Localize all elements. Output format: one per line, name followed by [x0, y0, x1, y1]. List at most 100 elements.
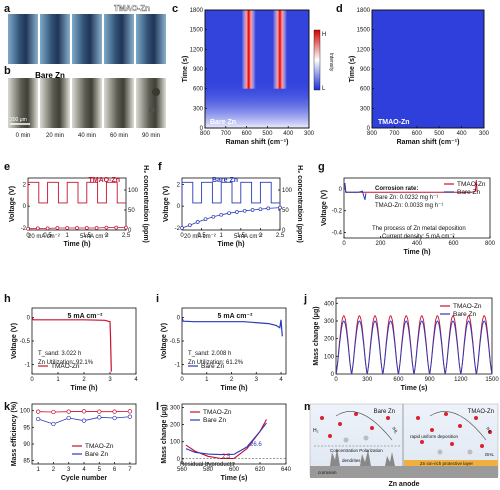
x-tick-label-k-6: 7: [128, 467, 132, 473]
legend-label-1: Bare Zn: [203, 417, 227, 424]
x-tick-label-k-2: 3: [67, 467, 71, 473]
raman-band-1: [241, 10, 256, 89]
point-k-1-4: [97, 415, 102, 420]
point-k-0-0: [35, 409, 41, 414]
h2-point-e-1: [35, 226, 40, 231]
panel-label-i: i: [156, 293, 159, 305]
heatmap-c-inset: Bare Zn: [210, 119, 236, 126]
colorbar: [313, 29, 321, 91]
y-tick-label-k-0: 85: [23, 459, 30, 465]
y-tick-label-i-1: -0.5: [170, 339, 181, 345]
y-tick-label-d-4: 1200: [357, 47, 371, 53]
x-tick-label-f-3: 1.5: [237, 233, 246, 239]
y-tick-label-j-2: 200: [324, 337, 335, 343]
h2-point-e-7: [94, 226, 99, 230]
y2-tick-label-e-0: 0: [128, 228, 132, 234]
ann-e-2: 5 mA cm⁻²: [80, 234, 109, 240]
x-axis-label-d: Raman shift (cm⁻¹): [397, 139, 460, 146]
y-tick-label-j-3: 300: [324, 319, 335, 325]
x-tick-label-h-4: 4: [134, 377, 138, 383]
scalebar-label: 200 μm: [10, 117, 27, 123]
h2-point-f-0: [180, 226, 184, 230]
x-tick-label-c-3: 500: [262, 131, 273, 137]
x-tick-label-e-0: 0: [26, 233, 30, 239]
h2-point-f-5: [219, 212, 224, 217]
x-tick-label-f-5: 2.5: [276, 233, 285, 239]
legend-label-0: TMAO-Zn: [457, 181, 486, 188]
y-tick-label-c-1: 300: [193, 106, 204, 112]
time-label-3: 60 min: [110, 133, 128, 139]
point-k-0-1: [51, 409, 56, 415]
x-tick-label-j-3: 900: [425, 377, 436, 383]
x-tick-label-c-2: 600: [242, 131, 253, 137]
y-tick-label-f-0: -2: [175, 226, 181, 232]
plot-frame-l: [181, 403, 287, 465]
legend-label-0: TMAO-Zn: [453, 303, 482, 310]
m-ihl-right: IHL: [485, 426, 493, 435]
panel-label-k: k: [4, 401, 11, 413]
h2-point-f-7: [235, 210, 239, 214]
axis-d: 800 700 600 500 400 300 0 300 600 900 1200 1500 1800…: [349, 8, 490, 146]
y-tick-label-d-6: 1800: [357, 8, 371, 14]
photo-strip-a: [8, 14, 166, 64]
x-tick-label-e-3: 1.5: [83, 233, 92, 239]
plot-i: 0 1 2 3 4 -1 -0.5 0 Time (h) Voltage (V) Bare Zn: [161, 307, 287, 392]
y-axis-label-l: Mass change (μg): [161, 404, 168, 463]
voltage-trace-f: [181, 181, 280, 204]
y2-axis-label-f: H₂ concentration (ppm): [296, 165, 303, 243]
x-tick-label-l-2: 600: [229, 467, 240, 473]
x-tick-label-k-4: 5: [98, 467, 102, 473]
point-k-1-3: [81, 418, 87, 423]
h2-point-f-3: [203, 217, 208, 222]
y-tick-label-l-0: 0: [177, 457, 181, 463]
h2-point-f-10: [258, 207, 263, 212]
time-labels-b: 0 min 20 min 40 min 60 min 90 min: [16, 133, 160, 139]
y-tick-label-e-2: 2: [23, 183, 27, 189]
h2-point-f-8: [242, 208, 247, 213]
h2-point-e-9: [114, 225, 119, 230]
h2-point-e-4: [65, 226, 70, 230]
y-tick-label-d-1: 300: [360, 106, 371, 112]
panel-label-b: b: [4, 65, 11, 77]
m-polarization: Concentration Polarization: [330, 448, 383, 453]
point-k-0-4: [97, 409, 102, 414]
panel-label-e: e: [4, 161, 10, 173]
y-tick-label-d-5: 1500: [357, 28, 371, 34]
x-tick-label-g-2: 400: [412, 241, 423, 247]
x-tick-label-j-5: 1500: [485, 377, 499, 383]
y-tick-label-g-1: -0.2: [332, 209, 343, 215]
x-tick-label-f-1: 0.5: [197, 233, 206, 239]
m-ihl-left: IHL: [391, 426, 399, 435]
panel-label-d: d: [336, 3, 343, 15]
protective-layer: [404, 460, 498, 466]
plot-j: 0 300 600 900 1200 1500 0 100 200 300 400 Time (s) M…: [313, 297, 499, 392]
y-tick-label-k-2: 95: [23, 425, 30, 431]
panel-label-a: a: [4, 3, 11, 15]
y-axis-label-h: Voltage (V): [11, 323, 18, 359]
x-tick-label-c-5: 300: [304, 131, 315, 137]
x-tick-label-e-5: 2.5: [122, 233, 131, 239]
y-tick-label-h-0: -1: [25, 363, 31, 369]
y-tick-label-i-2: 0: [177, 315, 181, 321]
series-line-l-bare: [185, 422, 267, 456]
legend-label-i: Bare Zn: [201, 363, 225, 370]
y-axis-label-j: Mass change (μg): [313, 306, 320, 365]
y-tick-label-d-2: 600: [360, 87, 371, 93]
h2-point-e-6: [84, 226, 89, 230]
x-tick-label-k-3: 4: [82, 467, 86, 473]
heatmap-c: [204, 9, 310, 129]
x-tick-label-c-0: 800: [200, 131, 211, 137]
point-k-1-5: [112, 415, 117, 421]
x-axis-label-i: Time (h): [220, 385, 247, 392]
series-line-g-bare: [344, 183, 367, 200]
x-tick-label-c-1: 700: [221, 131, 232, 137]
point-k-0-5: [112, 409, 117, 414]
y2-tick-label-e-1: 50: [128, 208, 135, 214]
sample-label-f: Bare Zn: [212, 177, 238, 184]
time-label-2: 40 min: [78, 133, 96, 139]
time-label-0: 0 min: [16, 133, 31, 139]
h2-point-e-10: [124, 225, 128, 230]
h2-point-e-3: [55, 226, 60, 230]
y-tick-label-c-4: 1200: [190, 47, 204, 53]
